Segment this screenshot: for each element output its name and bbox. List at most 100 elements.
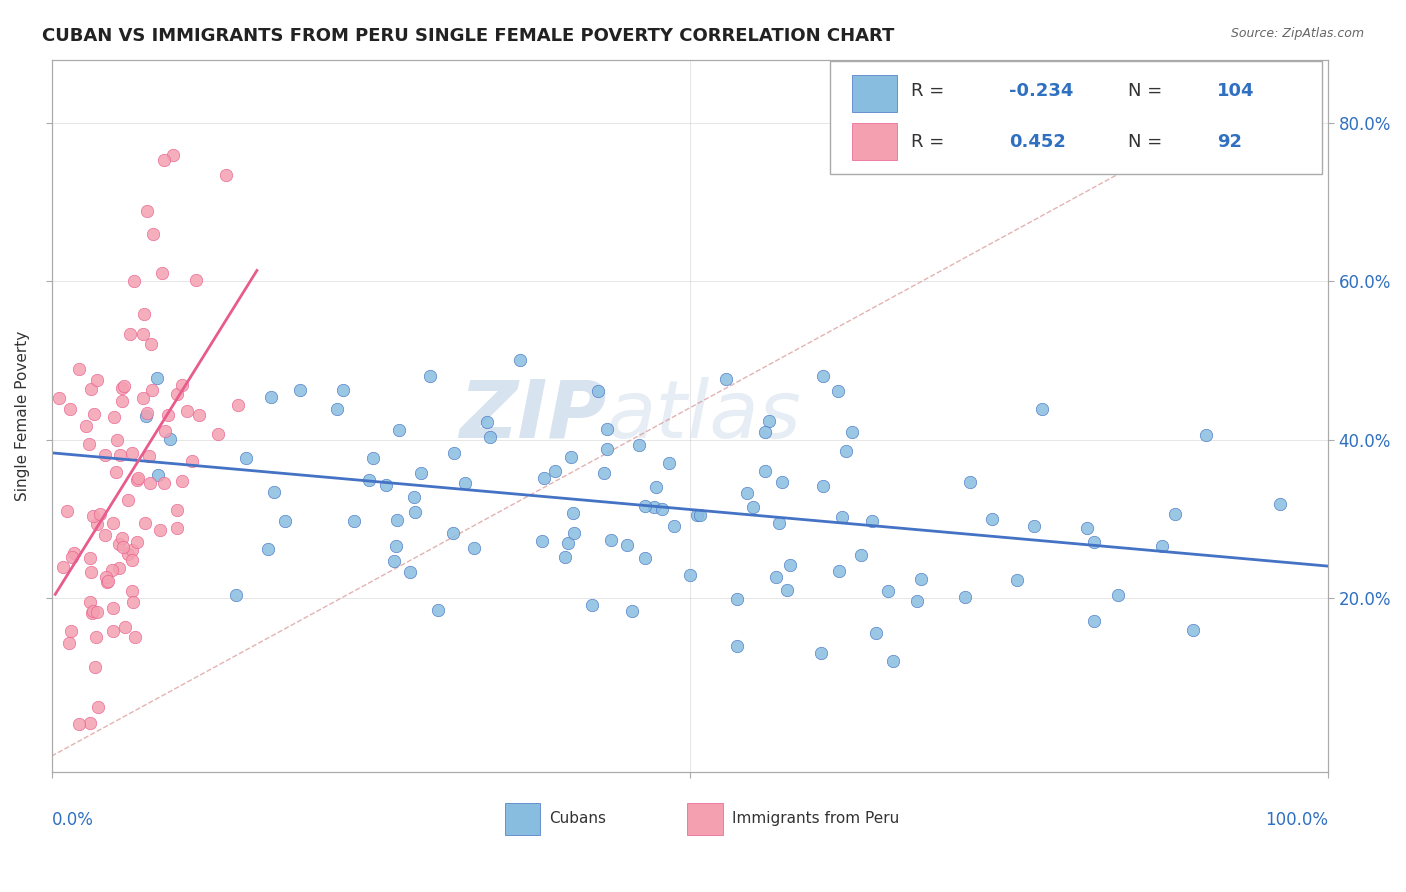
Point bbox=[114, 620, 136, 634]
Point bbox=[112, 379, 135, 393]
Point bbox=[83, 660, 105, 674]
Point bbox=[770, 475, 793, 490]
Point bbox=[105, 433, 128, 447]
Point bbox=[385, 512, 408, 526]
Point bbox=[561, 506, 583, 520]
Point bbox=[94, 528, 117, 542]
Point bbox=[463, 541, 485, 556]
Point bbox=[136, 406, 159, 420]
Point bbox=[827, 564, 849, 578]
FancyBboxPatch shape bbox=[830, 61, 1322, 174]
Bar bbox=[852, 123, 897, 160]
Point bbox=[127, 471, 149, 485]
Point bbox=[831, 509, 853, 524]
Point bbox=[141, 383, 163, 397]
Point bbox=[125, 473, 148, 487]
Point bbox=[111, 381, 134, 395]
Point bbox=[621, 604, 644, 618]
Point bbox=[980, 512, 1002, 526]
Point bbox=[60, 624, 83, 639]
Point bbox=[176, 404, 198, 418]
Point bbox=[214, 168, 236, 182]
Point bbox=[134, 308, 156, 322]
Point bbox=[166, 387, 188, 401]
Point bbox=[643, 500, 665, 514]
Point bbox=[596, 442, 619, 456]
Point bbox=[1007, 573, 1029, 587]
Text: CUBAN VS IMMIGRANTS FROM PERU SINGLE FEMALE POVERTY CORRELATION CHART: CUBAN VS IMMIGRANTS FROM PERU SINGLE FEM… bbox=[42, 27, 894, 45]
Point bbox=[83, 407, 105, 421]
Point bbox=[554, 550, 576, 565]
Point bbox=[156, 409, 179, 423]
Point bbox=[1031, 402, 1053, 417]
Point bbox=[714, 371, 737, 385]
Point bbox=[136, 204, 159, 219]
Bar bbox=[505, 804, 540, 835]
Point bbox=[865, 626, 887, 640]
Point bbox=[813, 368, 835, 383]
Point bbox=[75, 419, 97, 434]
Point bbox=[1268, 497, 1291, 511]
Point bbox=[170, 474, 193, 488]
Point bbox=[132, 391, 155, 405]
Point bbox=[385, 539, 408, 553]
Point bbox=[166, 520, 188, 534]
Text: 92: 92 bbox=[1218, 133, 1241, 151]
Point bbox=[79, 716, 101, 731]
Point bbox=[274, 514, 297, 528]
Point bbox=[533, 471, 555, 485]
Point bbox=[910, 572, 932, 586]
Point bbox=[382, 554, 405, 568]
Point bbox=[162, 147, 184, 161]
Point bbox=[82, 604, 104, 618]
Point bbox=[207, 426, 229, 441]
Point bbox=[59, 402, 82, 417]
Text: 0.452: 0.452 bbox=[1010, 133, 1066, 151]
Point bbox=[170, 377, 193, 392]
Point bbox=[62, 546, 84, 560]
Point bbox=[67, 717, 90, 731]
Point bbox=[1195, 428, 1218, 442]
Point bbox=[860, 514, 883, 528]
Text: R =: R = bbox=[911, 133, 949, 151]
Point bbox=[107, 561, 129, 575]
Text: Immigrants from Peru: Immigrants from Peru bbox=[733, 812, 900, 827]
Point bbox=[146, 371, 169, 385]
Text: N =: N = bbox=[1128, 133, 1167, 151]
Point bbox=[288, 383, 311, 397]
Point bbox=[616, 538, 638, 552]
Point bbox=[907, 594, 929, 608]
Point bbox=[256, 541, 278, 556]
Point bbox=[159, 433, 181, 447]
Point bbox=[104, 465, 127, 479]
Point bbox=[101, 516, 124, 531]
Point bbox=[89, 507, 111, 521]
Point bbox=[560, 450, 582, 464]
Point bbox=[121, 595, 143, 609]
Point bbox=[58, 636, 80, 650]
Point bbox=[399, 566, 422, 580]
Point bbox=[586, 384, 609, 398]
Text: Cubans: Cubans bbox=[550, 812, 606, 827]
Point bbox=[80, 565, 103, 579]
Point bbox=[1152, 539, 1174, 553]
Point bbox=[725, 591, 748, 606]
Text: atlas: atlas bbox=[607, 376, 801, 455]
Point bbox=[634, 499, 657, 513]
Point bbox=[427, 603, 450, 617]
Point bbox=[235, 451, 257, 466]
Point bbox=[779, 558, 801, 573]
Point bbox=[67, 361, 90, 376]
Point bbox=[121, 553, 143, 567]
Point bbox=[581, 598, 603, 612]
Point bbox=[153, 153, 176, 168]
Point bbox=[1164, 508, 1187, 522]
Point bbox=[121, 542, 143, 557]
Point bbox=[811, 479, 834, 493]
Point bbox=[82, 509, 104, 524]
Point bbox=[188, 408, 211, 422]
Point bbox=[60, 550, 83, 565]
Point bbox=[153, 476, 176, 491]
Point bbox=[86, 605, 108, 619]
Point bbox=[686, 508, 709, 522]
